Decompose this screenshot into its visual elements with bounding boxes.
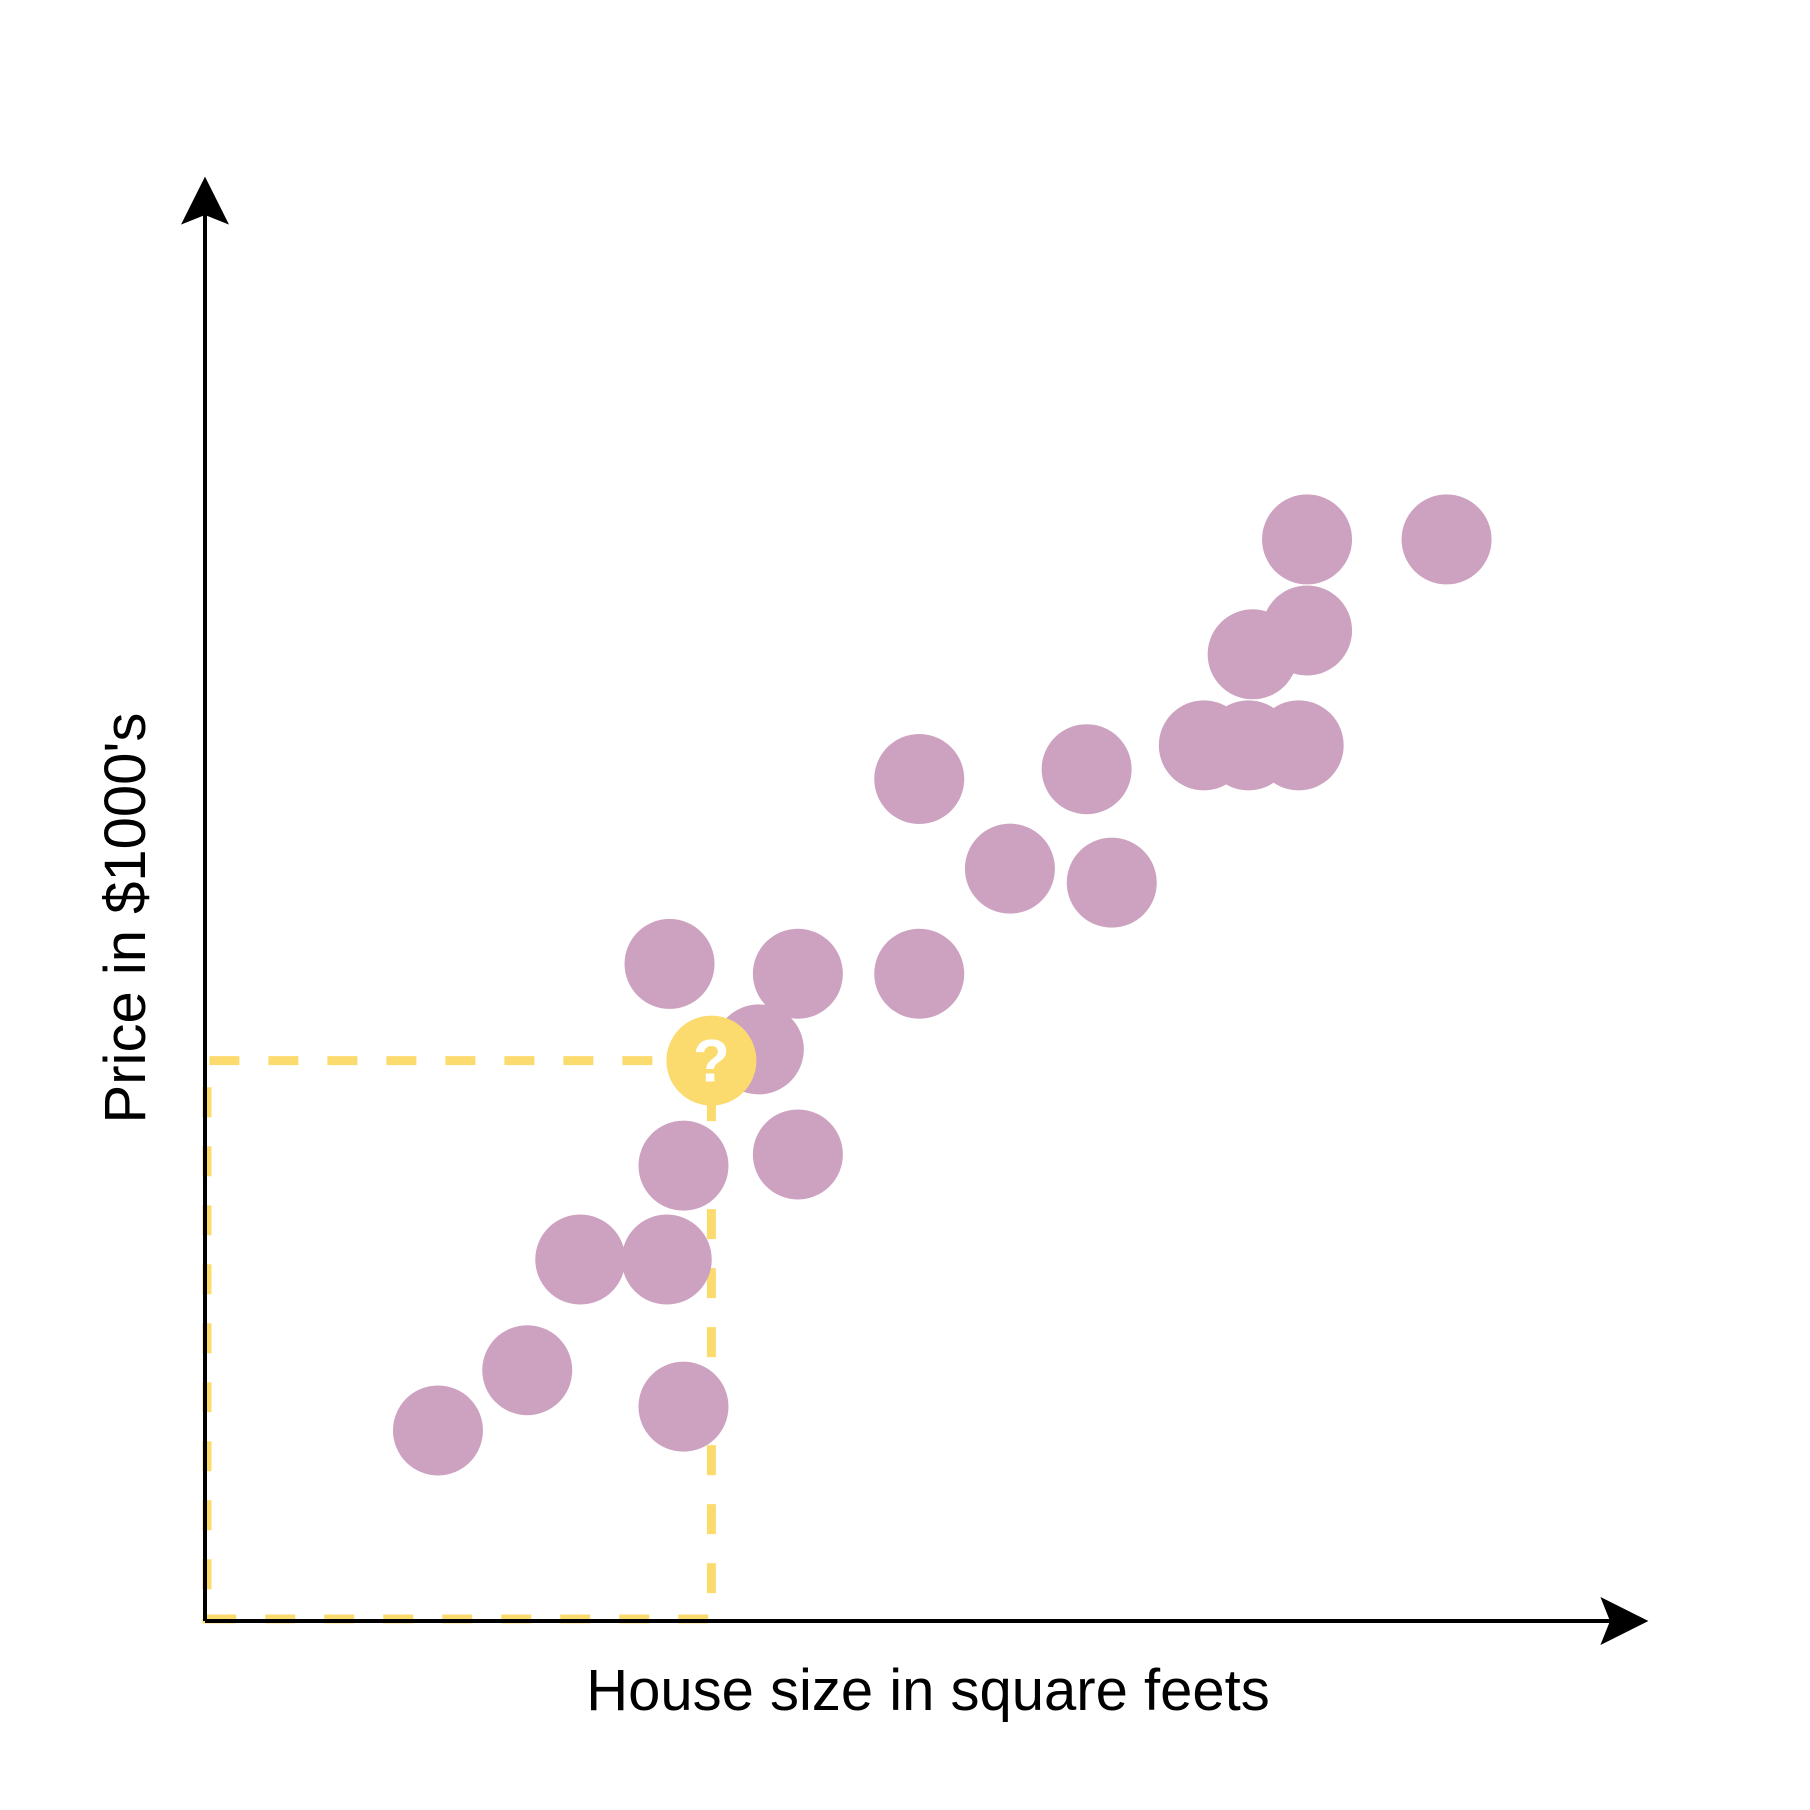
query-point-group: ?: [666, 1015, 757, 1106]
data-point: [1401, 494, 1492, 585]
data-point: [1262, 585, 1353, 676]
query-point-label: ?: [693, 1028, 730, 1095]
data-point: [752, 928, 843, 1019]
data-point: [535, 1214, 626, 1305]
data-point: [1158, 700, 1249, 791]
data-point: [1041, 724, 1132, 815]
data-point: [638, 1361, 729, 1452]
data-point: [874, 928, 965, 1019]
data-point: [752, 1109, 843, 1200]
data-point: [1066, 837, 1157, 928]
data-point: [1253, 700, 1344, 791]
data-point: [482, 1325, 573, 1416]
data-points: [392, 494, 1492, 1476]
data-point: [638, 1120, 729, 1211]
y-axis-label: Price in $1000's: [93, 713, 158, 1124]
data-point: [874, 733, 965, 824]
query-point: [666, 1015, 757, 1106]
x-axis-label: House size in square feets: [586, 1658, 1269, 1723]
data-point: [964, 823, 1055, 914]
query-guide-lines: [202, 1056, 716, 1624]
data-point: [624, 918, 715, 1009]
data-point: [1262, 494, 1353, 585]
data-point: [392, 1385, 483, 1476]
data-point: [621, 1214, 712, 1305]
query-guide-dashed: [202, 1056, 716, 1624]
